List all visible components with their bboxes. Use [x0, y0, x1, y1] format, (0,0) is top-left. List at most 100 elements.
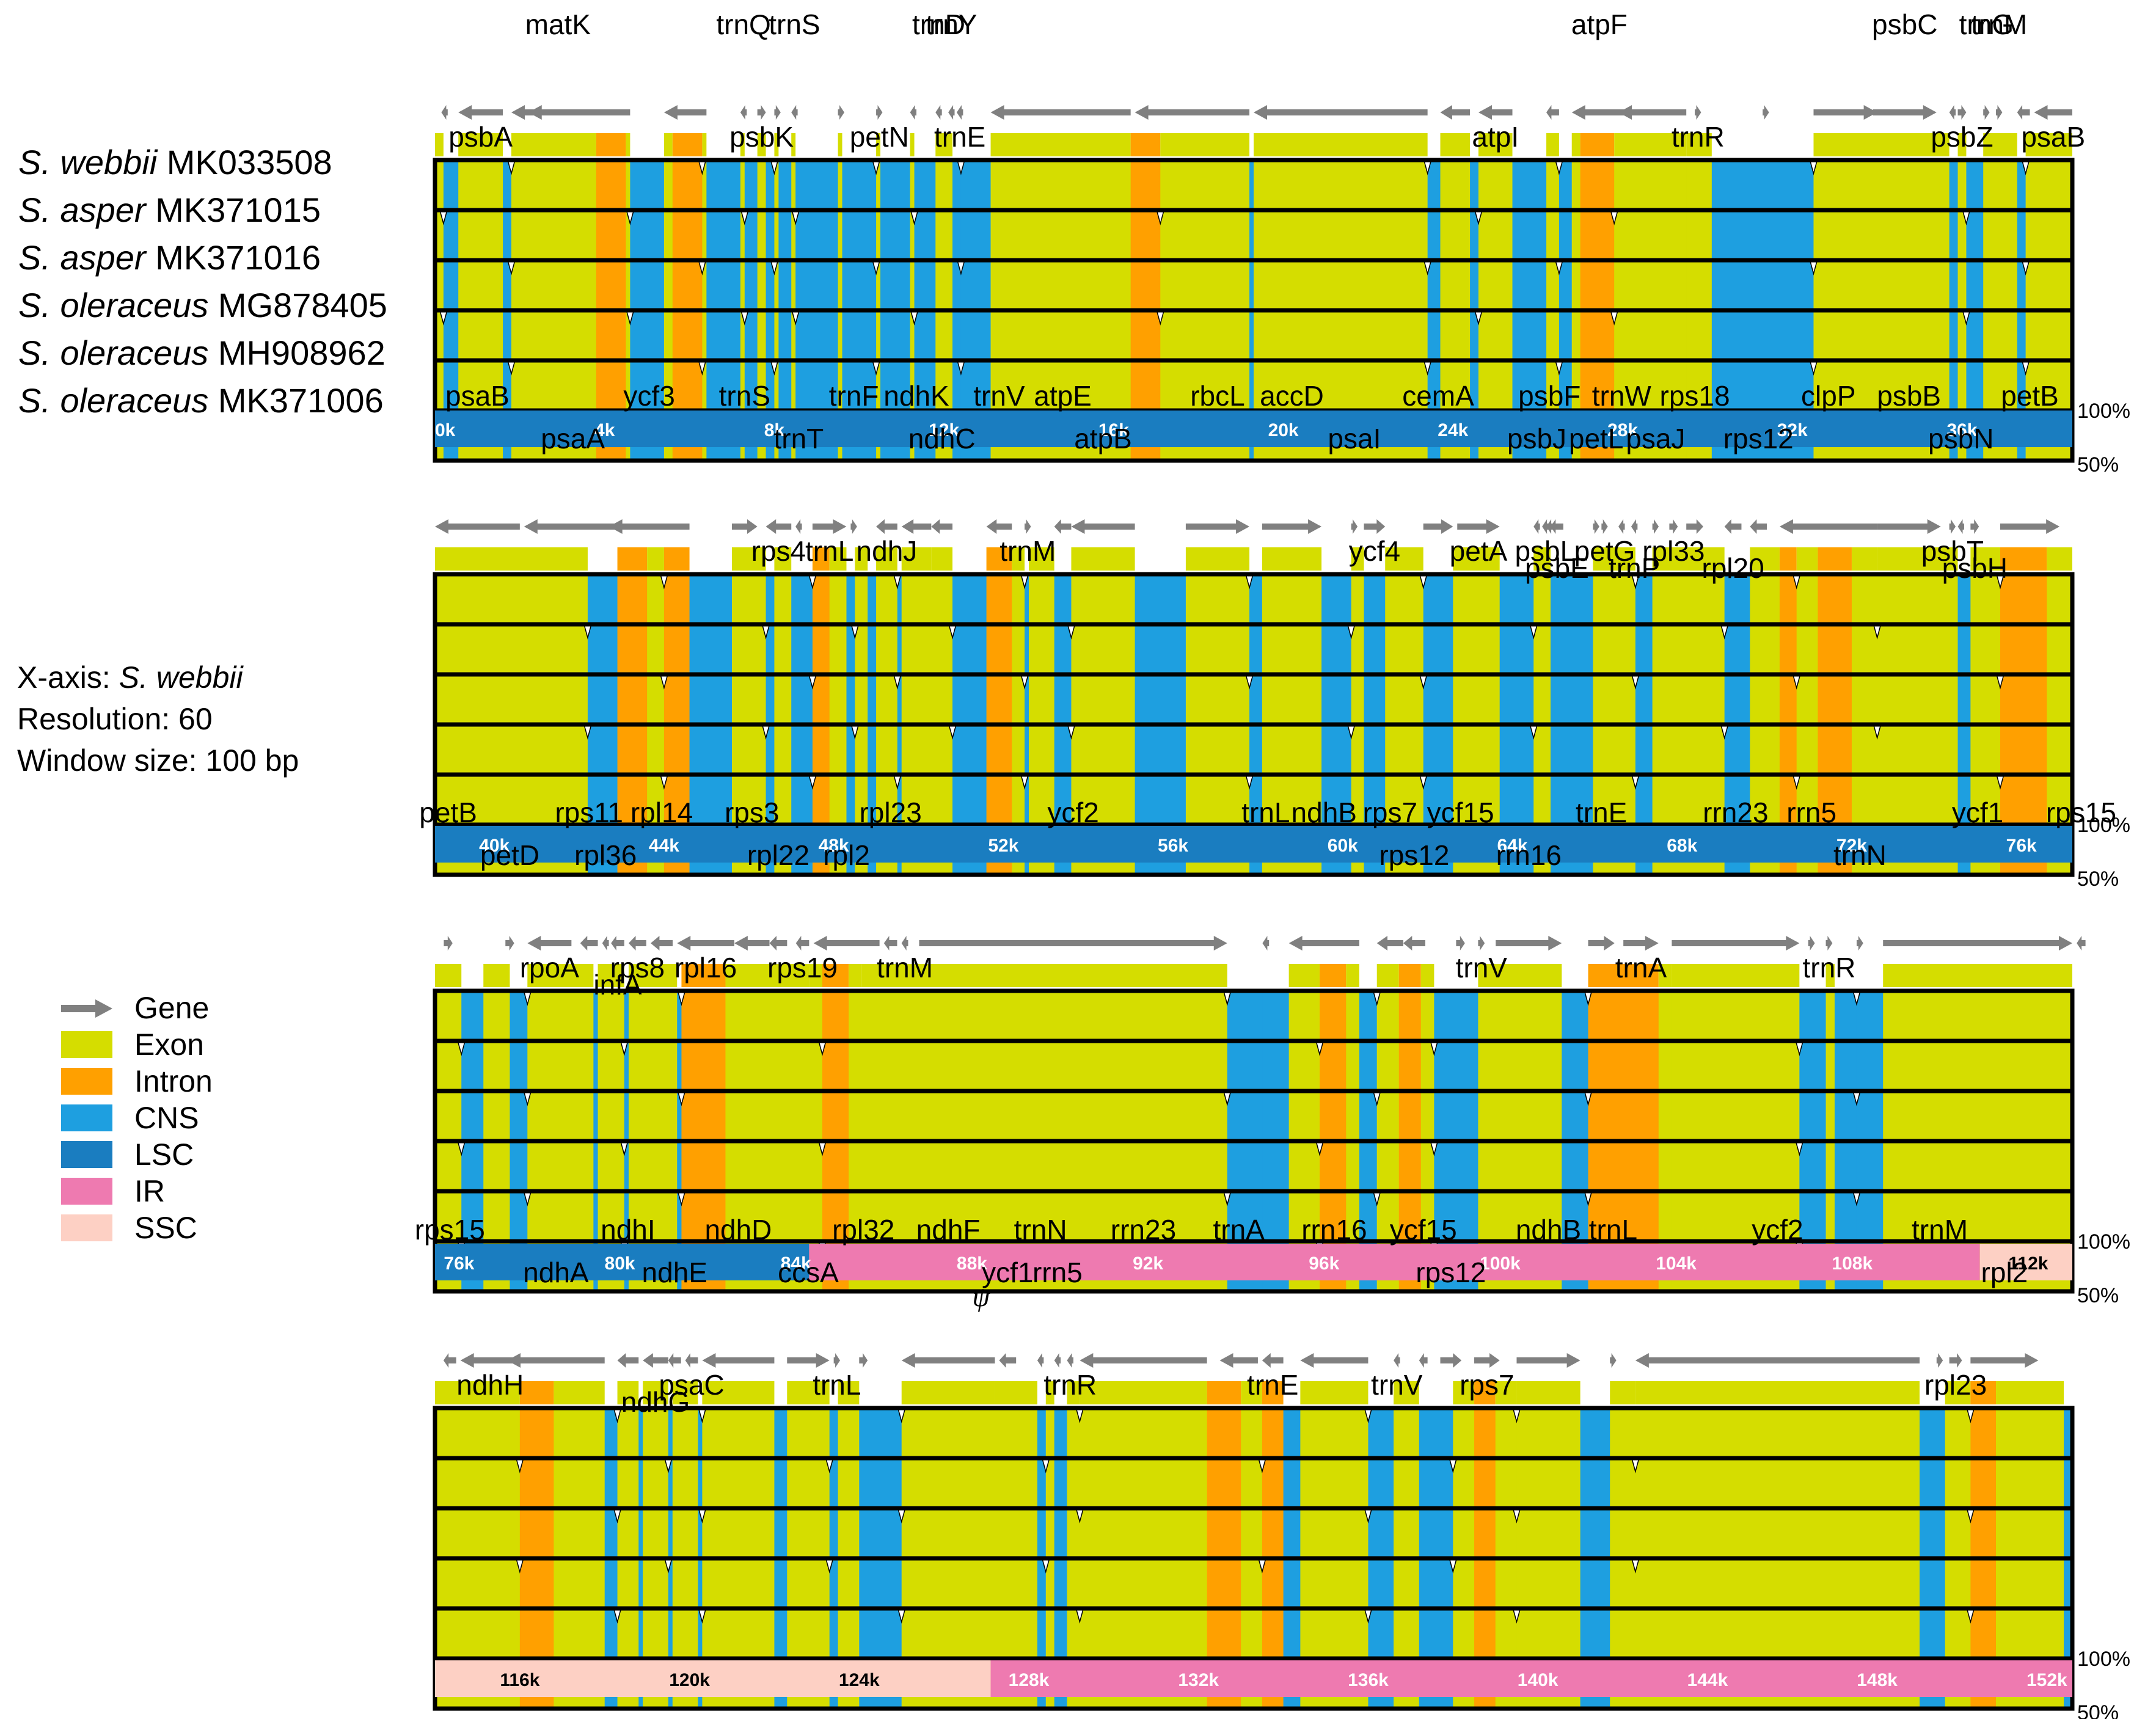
conservation-segment — [1423, 624, 1453, 674]
conservation-segment — [593, 991, 599, 1041]
conservation-segment — [1012, 724, 1025, 775]
annotation-box — [1779, 547, 1797, 571]
conservation-segment — [1703, 775, 1725, 825]
conservation-segment — [1249, 260, 1254, 310]
conservation-segment — [1635, 1408, 1920, 1458]
axis-tick-label: 80k — [605, 1254, 635, 1274]
gene-label: trnV — [973, 380, 1025, 412]
conservation-segment — [757, 260, 767, 310]
annotation-box — [1185, 547, 1250, 571]
conservation-segment — [861, 1141, 1228, 1191]
annotation-box — [1610, 1381, 1635, 1404]
gene-label: petB — [2001, 380, 2059, 412]
conservation-segment — [1970, 724, 2001, 775]
conservation-segment — [638, 1558, 643, 1608]
gene-label: trnL — [805, 535, 853, 567]
conservation-segment — [702, 1408, 775, 1458]
gene-arrow — [1135, 105, 1250, 120]
conservation-segment — [510, 1091, 528, 1141]
gene-label: ndhG — [621, 1386, 690, 1418]
conservation-segment — [1945, 1408, 1971, 1458]
conservation-segment — [1750, 775, 1780, 825]
gene-arrow — [1601, 519, 1608, 534]
conservation-segment — [995, 1458, 1038, 1508]
conservation-segment — [901, 674, 932, 724]
conservation-segment — [725, 1091, 809, 1141]
conservation-segment — [1834, 1191, 1857, 1241]
gene-label: atpB — [1074, 423, 1132, 454]
conservation-segment — [766, 724, 775, 775]
conservation-segment — [1856, 1191, 1884, 1241]
conservation-segment — [593, 1091, 599, 1141]
conservation-segment — [1254, 260, 1428, 310]
conservation-segment — [1394, 1608, 1420, 1659]
conservation-segment — [910, 360, 915, 411]
conservation-segment — [1376, 1141, 1400, 1191]
gene-label: rps11 — [555, 797, 623, 828]
annotation-box — [458, 133, 503, 156]
conservation-segment — [1516, 1608, 1581, 1659]
axis-tick-label: 48k — [819, 836, 849, 856]
conservation-segment — [1241, 1558, 1263, 1608]
axis-tick-label: 8k — [764, 420, 785, 440]
conservation-segment — [461, 1041, 484, 1091]
gene-label: rpoA — [520, 952, 579, 984]
annotation-box — [1516, 1381, 1580, 1404]
conservation-segment — [1474, 1508, 1496, 1558]
gene-arrow — [935, 105, 942, 120]
conservation-segment — [1470, 160, 1479, 210]
conservation-segment — [1478, 991, 1562, 1041]
conservation-segment — [846, 775, 855, 825]
axis-tick-label: 108k — [1832, 1254, 1873, 1274]
gene-label: ndhJ — [857, 535, 918, 567]
gene-arrow — [1542, 519, 1549, 534]
conservation-segment — [587, 624, 618, 674]
conservation-segment — [624, 1091, 629, 1141]
conservation-segment — [1420, 1091, 1434, 1141]
conservation-segment — [672, 1608, 699, 1659]
conservation-segment — [1516, 1558, 1581, 1608]
accession: MH908962 — [208, 334, 386, 372]
gene-label: petG — [1574, 535, 1635, 567]
conservation-segment — [1512, 360, 1547, 411]
conservation-segment — [795, 310, 839, 360]
conservation-segment — [838, 210, 843, 260]
conservation-segment — [914, 310, 936, 360]
gene-label: trnA — [1213, 1214, 1265, 1246]
annotation-box — [435, 964, 462, 987]
conservation-segment — [1851, 775, 1878, 825]
conservation-segment — [1012, 574, 1025, 624]
conservation-segment — [1029, 674, 1055, 724]
conservation-segment — [1185, 574, 1250, 624]
gene-arrow — [1546, 105, 1559, 120]
conservation-segment — [1499, 574, 1534, 624]
conservation-segment — [935, 260, 953, 310]
conservation-segment — [1227, 1191, 1263, 1241]
conservation-segment — [624, 1041, 629, 1091]
gene-label: trnL — [813, 1369, 861, 1401]
conservation-segment — [897, 724, 902, 775]
gene-arrow — [1825, 936, 1833, 951]
conservation-segment — [960, 260, 992, 310]
conservation-segment — [698, 1408, 703, 1458]
track-3 — [433, 722, 2075, 777]
gene-label: trnR — [1803, 952, 1856, 984]
gene-arrow — [1949, 1353, 1962, 1368]
conservation-segment — [1262, 1458, 1284, 1508]
gene-label: rpl32 — [832, 1214, 894, 1246]
track-4 — [433, 1189, 2075, 1244]
gene-arrow — [677, 936, 734, 951]
conservation-segment — [791, 260, 796, 310]
conservation-segment — [1254, 310, 1428, 360]
gene-arrow — [702, 1353, 775, 1368]
conservation-segment — [1241, 1458, 1263, 1508]
annotation-box — [1453, 547, 1500, 571]
conservation-segment — [766, 260, 775, 310]
conservation-segment — [1262, 624, 1322, 674]
conservation-segment — [681, 1091, 726, 1141]
conservation-segment — [1970, 1558, 1997, 1608]
conservation-segment — [435, 160, 444, 210]
sequence-label: S. oleraceus MG878405 — [18, 288, 387, 323]
gene-arrow — [1478, 936, 1485, 951]
conservation-segment — [880, 260, 911, 310]
